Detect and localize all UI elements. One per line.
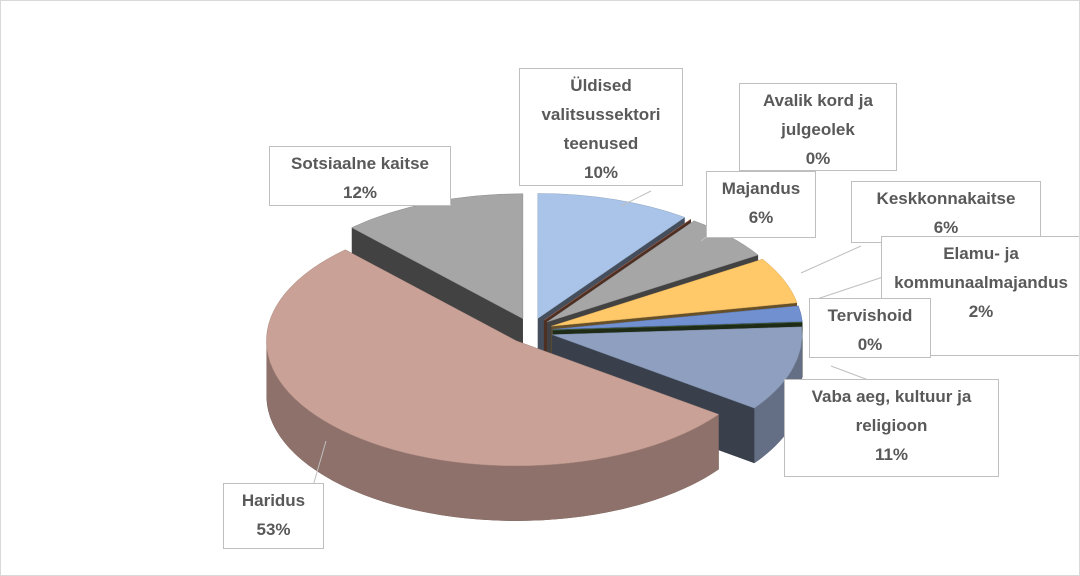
leader-line: [620, 190, 652, 207]
label-value: 6%: [748, 208, 774, 227]
label-value: 11%: [874, 445, 909, 464]
data-label: Vaba aeg, kultuur ja religioon 11%: [784, 379, 999, 477]
data-label: Majandus 6%: [706, 171, 816, 238]
label-value: 0%: [805, 149, 831, 168]
label-value: 10%: [583, 163, 619, 182]
label-name: Vaba aeg, kultuur ja religioon: [811, 387, 972, 435]
slice: [552, 305, 803, 330]
data-label: Haridus 53%: [223, 483, 324, 549]
label-value: 53%: [256, 520, 291, 539]
label-name: Tervishoid: [827, 306, 913, 325]
label-name: Keskkonnakaitse: [876, 189, 1016, 208]
data-label: Keskkonnakaitse 6%: [851, 181, 1041, 243]
label-name: Haridus: [241, 491, 306, 510]
label-name: Üldised valitsussektori teenused: [541, 76, 661, 153]
data-label: Avalik kord ja julgeolek 0%: [739, 83, 897, 171]
slice: [551, 258, 798, 327]
label-value: 2%: [968, 302, 994, 321]
slice-side: [754, 334, 803, 464]
data-label: Üldised valitsussektori teenused 10%: [519, 68, 683, 186]
label-value: 0%: [857, 335, 883, 354]
label-value: 12%: [342, 183, 378, 202]
data-label: Tervishoid 0%: [809, 298, 931, 358]
label-name: Elamu- ja kommunaalmajandus: [894, 244, 1068, 292]
label-name: Avalik kord ja julgeolek: [763, 91, 873, 139]
slice: [537, 193, 686, 319]
data-label: Sotsiaalne kaitse 12%: [269, 146, 451, 206]
slice: [552, 322, 803, 331]
slice-side: [266, 340, 719, 521]
label-value: 6%: [933, 218, 959, 237]
leader-line: [810, 275, 887, 302]
leader-line: [830, 365, 872, 382]
leader-line: [312, 440, 327, 487]
slice: [552, 326, 803, 409]
slice: [266, 249, 720, 467]
label-name: Majandus: [721, 179, 801, 198]
pie-slice: [266, 249, 720, 521]
leader-line: [800, 245, 862, 274]
label-name: Sotsiaalne kaitse: [291, 154, 429, 173]
